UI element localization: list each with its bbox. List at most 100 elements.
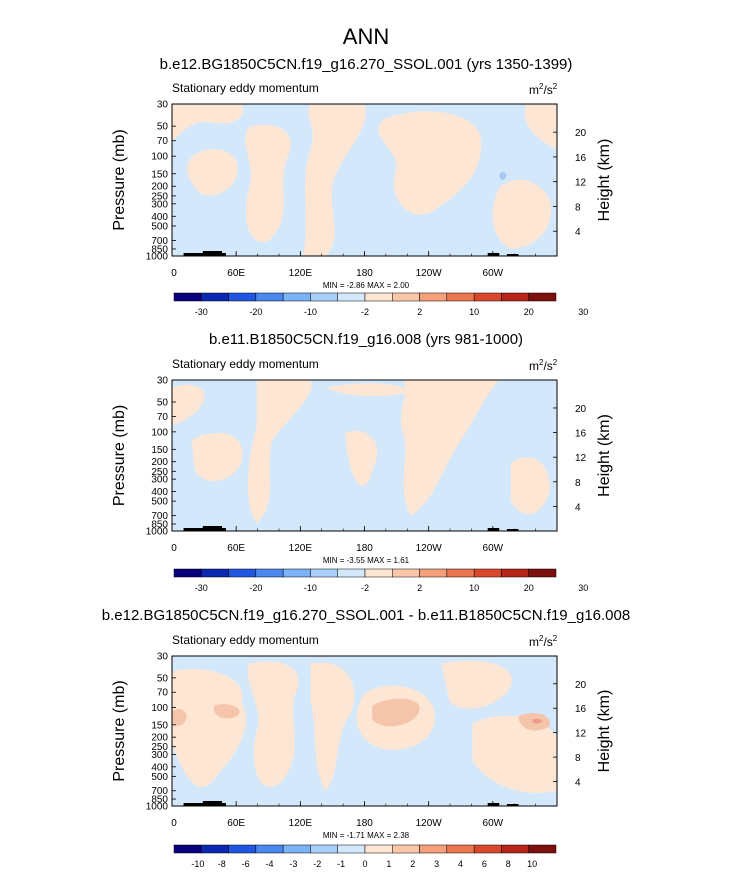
y2-tick-label: 20	[575, 680, 587, 691]
colorbar-label: 2	[410, 859, 415, 869]
contour-region	[499, 172, 507, 180]
colorbar-swatch	[201, 292, 229, 302]
y-tick-label: 70	[157, 412, 169, 423]
min-max-label: MIN = -3.55 MAX = 1.61	[323, 556, 410, 565]
colorbar-label: -30	[195, 307, 208, 317]
x-tick-label: 180	[356, 818, 373, 829]
colorbar-swatch	[528, 568, 557, 578]
colorbar-swatch	[310, 292, 338, 302]
topography	[506, 529, 519, 531]
contour-region	[400, 380, 500, 516]
y-tick-label: 50	[157, 122, 169, 133]
y-tick-label: 100	[151, 427, 168, 438]
y-tick-label: 400	[151, 487, 168, 498]
colorbar-label: -20	[249, 583, 262, 593]
x-tick-label: 120E	[289, 543, 313, 554]
colorbar-swatch	[282, 292, 311, 302]
colorbar-swatch	[473, 292, 502, 302]
colorbar-swatch	[228, 292, 257, 302]
y-tick-label: 70	[157, 136, 169, 147]
colorbar-swatch	[255, 568, 284, 578]
topography	[506, 804, 519, 806]
contour-region	[532, 718, 542, 724]
y-axis-label: Pressure (mb)	[111, 129, 128, 230]
y-tick-label: 850	[151, 520, 168, 531]
y2-tick-label: 12	[575, 178, 587, 189]
colorbar-swatch	[201, 844, 229, 854]
y2-tick-label: 12	[575, 453, 587, 464]
colorbar-label: 20	[524, 307, 534, 317]
colorbar-label: 3	[434, 859, 439, 869]
contour-region	[245, 124, 291, 242]
y2-tick-label: 4	[575, 502, 581, 513]
y-tick-label: 30	[157, 652, 169, 663]
y2-tick-label: 4	[575, 778, 581, 789]
colorbar-label: 10	[469, 583, 479, 593]
contour-region	[492, 179, 552, 249]
x-tick-label: 60W	[483, 268, 504, 279]
contour-field	[172, 380, 557, 531]
topography	[487, 528, 500, 531]
contour-region	[247, 661, 299, 787]
y-tick-label: 850	[151, 244, 168, 255]
y2-tick-label: 8	[575, 753, 581, 764]
y-tick-label: 1000	[146, 527, 169, 538]
colorbar-swatch	[473, 844, 502, 854]
x-tick-label: 0	[171, 543, 177, 554]
y-tick-label: 300	[151, 750, 168, 761]
contour-region	[524, 104, 557, 150]
y2-tick-label: 16	[575, 429, 587, 440]
y-tick-label: 30	[157, 100, 169, 111]
colorbar-label: 30	[578, 583, 588, 593]
y-tick-label: 200	[151, 733, 168, 744]
colorbar-swatch	[173, 568, 202, 578]
y-tick-label: 500	[151, 497, 168, 508]
y2-tick-label: 8	[575, 202, 581, 213]
y2-tick-label: 12	[575, 729, 587, 740]
contour-region	[172, 384, 205, 426]
colorbar-swatch	[419, 844, 448, 854]
y-tick-label: 400	[151, 762, 168, 773]
y2-tick-label: 20	[575, 128, 587, 139]
y2-tick-label: 16	[575, 153, 587, 164]
contour-region	[472, 715, 557, 793]
min-max-label: MIN = -2.86 MAX = 2.00	[323, 281, 410, 290]
x-tick-label: 60W	[483, 818, 504, 829]
colorbar-swatch	[282, 844, 311, 854]
x-tick-label: 0	[171, 268, 177, 279]
colorbar-swatch	[364, 292, 393, 302]
contour-region	[510, 457, 550, 515]
colorbar-swatch	[173, 844, 202, 854]
y-tick-label: 700	[151, 511, 168, 522]
y-tick-label: 1000	[146, 252, 169, 263]
colorbar-label: -8	[218, 859, 226, 869]
contour-region	[172, 104, 244, 142]
contour-region	[378, 111, 482, 215]
colorbar-swatch	[310, 568, 338, 578]
units-label: m2/s2	[529, 358, 558, 373]
colorbar-swatch	[392, 844, 420, 854]
contour-region	[310, 662, 355, 791]
colorbar-label: -10	[191, 859, 204, 869]
y2-tick-label: 20	[575, 404, 587, 415]
colorbar-swatch	[501, 844, 529, 854]
colorbar-label: 10	[527, 859, 537, 869]
colorbar-label: -2	[361, 583, 369, 593]
colorbar-swatch	[364, 844, 393, 854]
y-tick-label: 300	[151, 199, 168, 210]
y-tick-label: 400	[151, 212, 168, 223]
colorbar-swatch	[255, 292, 284, 302]
colorbar-label: 6	[482, 859, 487, 869]
colorbar-label: -3	[289, 859, 297, 869]
y-axis-label: Pressure (mb)	[111, 405, 128, 506]
y-tick-label: 250	[151, 191, 168, 202]
colorbar-swatch	[255, 844, 284, 854]
panel-1: b.e12.BG1850C5CN.f19_g16.270_SSOL.001 (y…	[111, 56, 613, 317]
units-label: m2/s2	[529, 82, 558, 97]
topography	[202, 526, 223, 531]
colorbar-swatch	[501, 292, 529, 302]
field-label: Stationary eddy momentum	[172, 633, 319, 647]
x-tick-label: 120E	[289, 268, 313, 279]
x-tick-label: 60E	[227, 818, 245, 829]
x-tick-label: 180	[356, 543, 373, 554]
